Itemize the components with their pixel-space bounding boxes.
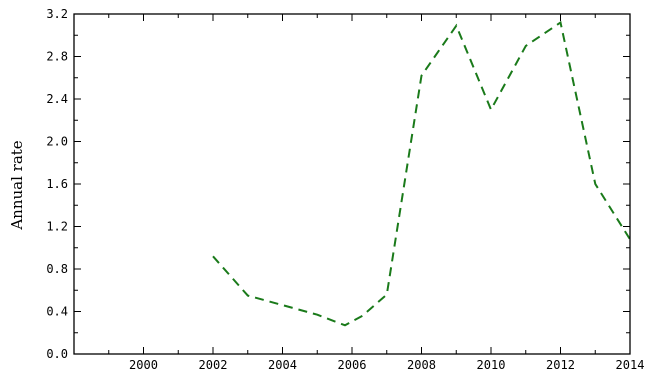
x-tick-label: 2008 (407, 358, 436, 372)
x-tick-label: 2006 (338, 358, 367, 372)
x-tick-label: 2014 (616, 358, 645, 372)
x-tick-label: 2000 (129, 358, 158, 372)
x-tick-labels: 2000 2002 2004 2006 2008 2010 2012 2014 (129, 358, 644, 372)
x-tick-label: 2002 (199, 358, 228, 372)
y-tick-label: 2.4 (46, 92, 68, 106)
y-axis-title: Annual rate (8, 140, 26, 230)
y-tick-label: 2.0 (46, 135, 68, 149)
y-tick-labels: 0.0 0.4 0.8 1.2 1.6 2.0 2.4 2.8 3.2 (46, 7, 68, 361)
y-tick-label: 0.4 (46, 305, 68, 319)
y-tick-label: 1.2 (46, 220, 68, 234)
y-tick-label: 2.8 (46, 50, 68, 64)
plot-frame (73, 13, 631, 355)
axis-ticks (73, 13, 631, 355)
series-line (212, 20, 631, 327)
x-tick-label: 2010 (477, 358, 506, 372)
y-tick-label: 1.6 (46, 177, 68, 191)
series-layer (212, 20, 631, 327)
x-tick-label: 2004 (268, 358, 297, 372)
y-tick-label: 0.0 (46, 347, 68, 361)
y-tick-label: 0.8 (46, 262, 68, 276)
x-tick-label: 2012 (546, 358, 575, 372)
y-tick-label: 3.2 (46, 7, 68, 21)
